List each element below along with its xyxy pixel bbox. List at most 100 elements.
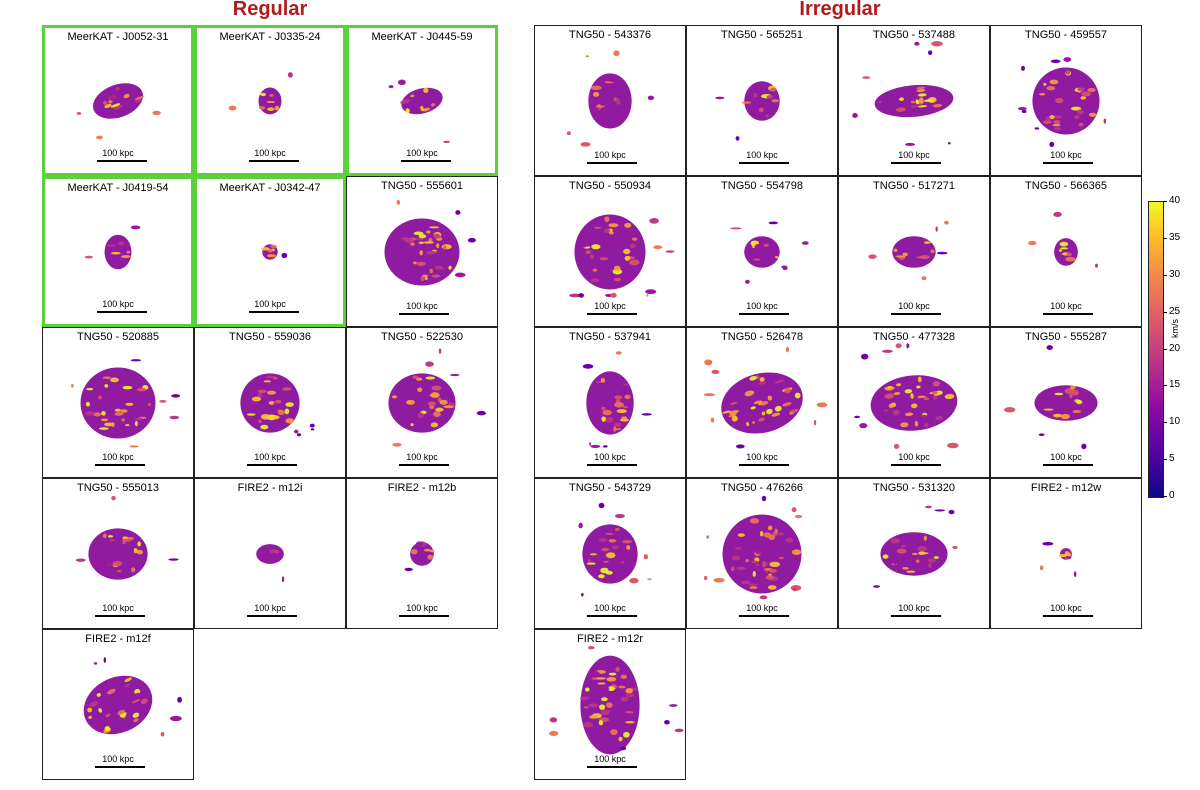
scale-bar-label: 100 kpc: [254, 299, 286, 309]
velocity-speckle: [904, 389, 913, 394]
velocity-speckle: [895, 107, 906, 112]
velocity-speckle: [114, 412, 124, 416]
gas-fragment: [404, 567, 413, 572]
scale-bar-line: [1043, 464, 1093, 466]
scale-bar-label: 100 kpc: [102, 299, 134, 309]
velocity-speckle: [269, 94, 274, 97]
velocity-speckle: [623, 731, 630, 738]
velocity-speckle: [623, 383, 629, 386]
velocity-speckle: [631, 237, 638, 241]
gas-fragment: [281, 576, 285, 583]
velocity-speckle: [896, 548, 907, 554]
velocity-speckle: [1080, 96, 1087, 100]
velocity-speckle: [103, 100, 108, 106]
velocity-speckle: [271, 415, 280, 420]
velocity-speckle: [439, 399, 448, 405]
gas-fragment: [664, 719, 670, 725]
velocity-speckle: [767, 525, 773, 531]
gas-fragment: [610, 292, 617, 298]
velocity-speckle: [893, 248, 898, 253]
panel-title: TNG50 - 543376: [569, 29, 651, 41]
velocity-speckle: [1069, 393, 1073, 399]
gas-fragment: [735, 444, 745, 449]
velocity-speckle: [285, 418, 295, 424]
gas-fragment: [569, 293, 581, 298]
gas-fragment: [396, 199, 401, 205]
velocity-speckle: [749, 376, 757, 381]
galaxy-disk: [744, 81, 780, 121]
panel-title: TNG50 - 555287: [1025, 331, 1107, 343]
velocity-speckle: [134, 417, 143, 420]
velocity-speckle: [110, 103, 121, 108]
scale-bar-line: [401, 160, 451, 162]
velocity-speckle: [427, 554, 434, 560]
galaxy-panel: MeerKAT - J0335-24 100 kpc: [194, 25, 346, 176]
velocity-speckle: [98, 707, 103, 713]
velocity-speckle: [741, 101, 752, 104]
galaxy-velocity-map: [384, 199, 476, 286]
galaxy-disk: [410, 542, 434, 566]
gas-fragment: [947, 142, 951, 145]
velocity-speckle: [910, 392, 914, 399]
velocity-speckle: [97, 395, 103, 400]
velocity-speckle: [85, 411, 95, 416]
velocity-speckle: [615, 666, 620, 672]
velocity-speckle: [413, 231, 424, 236]
velocity-speckle: [735, 547, 742, 550]
scale-bar-line: [587, 615, 637, 617]
scale-bar: 100 kpc: [535, 301, 685, 323]
velocity-speckle: [782, 402, 792, 407]
velocity-speckle: [625, 721, 635, 724]
velocity-speckle: [258, 550, 268, 555]
galaxy-panel: TNG50 - 555287 100 kpc: [990, 327, 1142, 478]
velocity-speckle: [123, 93, 130, 99]
galaxy-panel: FIRE2 - m12b 100 kpc: [346, 478, 498, 629]
gas-fragment: [713, 577, 725, 583]
scale-bar-label: 100 kpc: [594, 452, 626, 462]
velocity-speckle: [417, 404, 428, 407]
velocity-speckle: [1043, 408, 1054, 411]
velocity-speckle: [608, 538, 617, 543]
velocity-speckle: [429, 549, 435, 553]
gas-fragment: [1050, 59, 1061, 64]
velocity-speckle: [430, 392, 440, 399]
velocity-speckle: [576, 243, 588, 248]
galaxy-velocity-map: [704, 495, 803, 600]
velocity-speckle: [598, 574, 605, 579]
velocity-speckle: [1088, 112, 1097, 117]
galaxy-disk: [93, 83, 143, 119]
velocity-speckle: [892, 409, 900, 416]
scale-bar-line: [247, 615, 297, 617]
velocity-speckle: [413, 261, 417, 265]
galaxy-velocity-map: [71, 359, 181, 448]
velocity-speckle: [598, 685, 610, 692]
velocity-speckle: [133, 547, 138, 554]
velocity-speckle: [96, 693, 101, 697]
gas-fragment: [588, 646, 595, 650]
galaxy-velocity-map: [582, 351, 652, 448]
scale-bar-label: 100 kpc: [898, 603, 930, 613]
velocity-speckle: [785, 537, 794, 543]
velocity-speckle: [1070, 106, 1082, 111]
velocity-speckle: [899, 97, 904, 101]
gas-fragment: [669, 704, 678, 707]
velocity-speckle: [728, 538, 737, 544]
velocity-speckle: [614, 527, 620, 532]
velocity-speckle: [748, 583, 759, 586]
gas-fragment: [852, 112, 858, 118]
gas-fragment: [706, 535, 709, 539]
galaxy-velocity-map: [873, 505, 958, 588]
gas-fragment: [936, 251, 948, 255]
velocity-speckle: [1071, 389, 1079, 396]
velocity-speckle: [103, 378, 108, 384]
galaxy-panel: TNG50 - 531320 100 kpc: [838, 478, 990, 629]
velocity-speckle: [429, 405, 435, 410]
velocity-speckle: [110, 377, 119, 383]
panel-title: TNG50 - 531320: [873, 482, 955, 494]
velocity-speckle: [923, 241, 931, 244]
galaxy-panel: MeerKAT - J0445-59 100 kpc: [346, 25, 498, 176]
velocity-speckle: [406, 400, 412, 405]
scale-bar-label: 100 kpc: [746, 301, 778, 311]
velocity-speckle: [1053, 119, 1061, 125]
velocity-speckle: [916, 89, 926, 92]
